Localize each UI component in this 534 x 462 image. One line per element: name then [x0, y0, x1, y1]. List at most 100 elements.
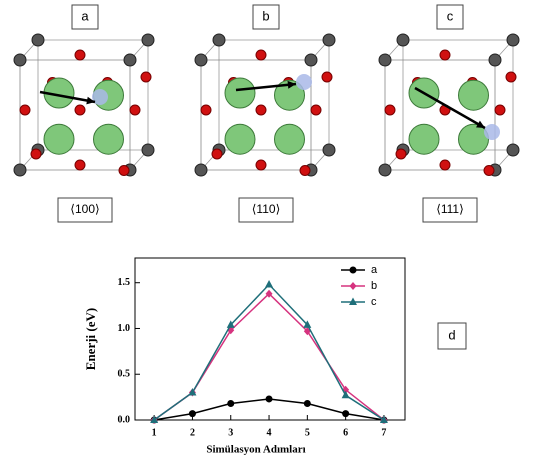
marker [349, 266, 357, 274]
atom-grey [212, 33, 226, 47]
atom-grey [322, 143, 336, 157]
crystal [194, 33, 336, 177]
atom-red [129, 104, 141, 116]
x-tick-label: 2 [190, 427, 195, 438]
atom-grey [396, 33, 410, 47]
atom-red [439, 49, 451, 61]
atom-grey [123, 53, 137, 67]
atom-grey [322, 33, 336, 47]
label-box [436, 4, 464, 30]
label-box [71, 4, 99, 30]
label-box [422, 197, 478, 223]
atom-green [93, 123, 124, 155]
y-tick-label: 0.5 [118, 369, 131, 380]
atom-green [224, 123, 256, 155]
marker [265, 280, 274, 288]
atom-red [395, 148, 407, 160]
arrow-head [287, 80, 296, 89]
atom-green [458, 79, 489, 111]
atom-grey [13, 163, 27, 177]
atom-red [74, 159, 86, 171]
direction-label: ⟨100⟩ [70, 202, 99, 216]
atom-red [505, 71, 517, 83]
atom-red [74, 49, 86, 61]
atom-grey [194, 163, 208, 177]
vacancy [296, 74, 312, 90]
panel-label: a [81, 8, 89, 23]
atom-grey [304, 53, 318, 67]
arrow-head [86, 96, 95, 105]
marker [227, 400, 235, 408]
atom-grey [13, 53, 27, 67]
marker [150, 415, 159, 423]
panel-label: c [447, 8, 454, 23]
atom-red [299, 165, 311, 176]
atom-red [30, 148, 42, 160]
atom-grey [506, 143, 520, 157]
legend-label: a [371, 264, 378, 276]
label-box [57, 197, 113, 223]
legend-label: b [371, 280, 377, 292]
atom-red [310, 104, 322, 116]
arrow [414, 86, 486, 130]
atom-red [255, 159, 267, 171]
arrow-head [476, 120, 485, 128]
plot-frame [134, 257, 406, 421]
atom-red [494, 104, 506, 116]
vacancy [92, 89, 108, 105]
x-tick-label: 6 [343, 427, 348, 438]
atom-grey [141, 143, 155, 157]
atom-green [274, 79, 305, 111]
x-tick-label: 5 [305, 427, 310, 438]
marker [341, 390, 350, 399]
x-tick-label: 4 [267, 427, 272, 438]
x-tick-label: 1 [152, 427, 157, 438]
marker [188, 410, 196, 418]
atom-red [321, 71, 333, 83]
atom-red [200, 104, 212, 116]
y-tick-label: 1.5 [118, 277, 131, 288]
arrow [235, 82, 297, 92]
atom-red [483, 165, 495, 176]
marker [226, 320, 235, 328]
atom-grey [378, 163, 392, 177]
marker [349, 282, 357, 290]
atom-grey [488, 53, 502, 67]
y-tick-label: 1.0 [118, 323, 131, 334]
panel-label: d [448, 327, 455, 342]
crystal [13, 33, 155, 177]
atom-red [118, 165, 130, 176]
marker [265, 395, 273, 403]
label-box [252, 4, 280, 30]
atom-green [43, 123, 75, 155]
x-tick-label: 3 [228, 427, 233, 438]
marker [379, 415, 388, 423]
atom-grey [141, 33, 155, 47]
atom-red [140, 71, 152, 83]
atom-green [224, 77, 256, 109]
y-tick-label: 0.0 [118, 414, 131, 425]
marker [303, 320, 312, 328]
panel-label: b [262, 8, 269, 23]
x-axis-label: Simülasyon Adımları [206, 444, 305, 456]
label-box [238, 197, 294, 223]
atom-red [74, 104, 86, 116]
atom-green [274, 123, 305, 155]
atom-red [211, 148, 223, 160]
atom-grey [194, 53, 208, 67]
marker [188, 388, 197, 396]
atom-red [384, 104, 396, 116]
marker [265, 289, 273, 298]
atom-green [458, 123, 489, 155]
atom-red [19, 104, 31, 116]
atom-red [255, 49, 267, 61]
atom-red [255, 104, 267, 116]
direction-label: ⟨110⟩ [252, 202, 281, 216]
atom-red [439, 159, 451, 171]
atom-grey [506, 33, 520, 47]
arrow [39, 90, 96, 104]
x-tick-label: 7 [381, 427, 386, 438]
direction-label: ⟨111⟩ [436, 202, 464, 216]
y-axis-label: Enerji (eV) [83, 308, 98, 370]
